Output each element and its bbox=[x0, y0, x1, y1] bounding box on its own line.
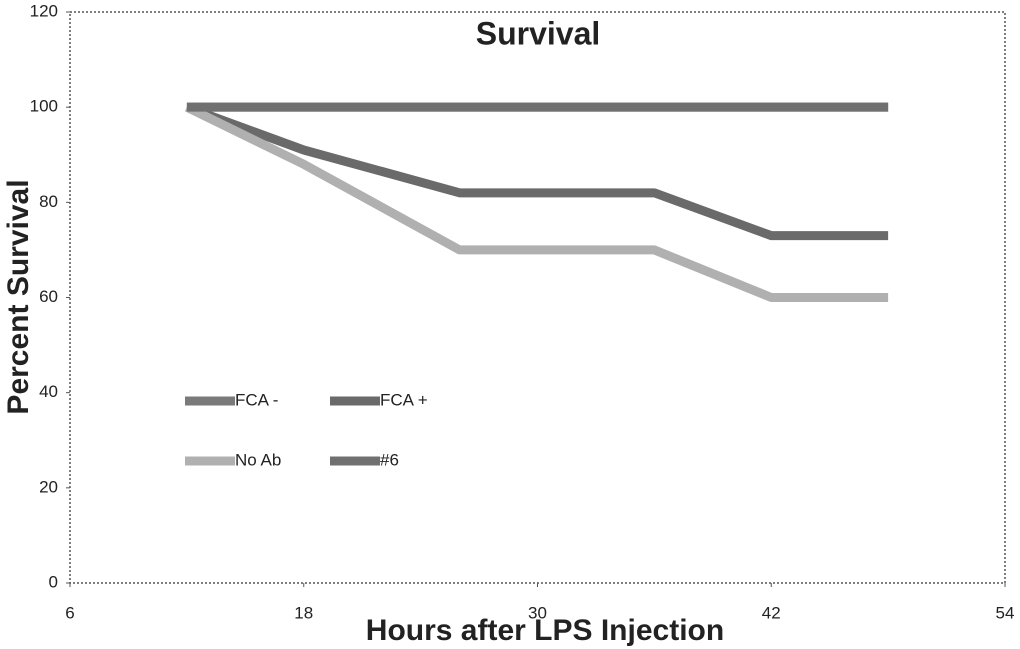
y-tick-label: 120 bbox=[30, 1, 58, 20]
y-tick-label: 0 bbox=[49, 572, 58, 591]
x-tick-label: 54 bbox=[996, 603, 1015, 622]
x-axis-label: Hours after LPS Injection bbox=[366, 614, 724, 647]
chart-title: Survival bbox=[476, 15, 601, 51]
series-line bbox=[184, 103, 889, 302]
legend-label: No Ab bbox=[235, 450, 281, 469]
y-tick-label: 20 bbox=[39, 477, 58, 496]
legend-label: #6 bbox=[380, 450, 399, 469]
legend-label: FCA - bbox=[235, 390, 278, 409]
x-tick-label: 42 bbox=[762, 603, 781, 622]
x-tick-label: 18 bbox=[294, 603, 313, 622]
y-tick-label: 80 bbox=[39, 192, 58, 211]
y-tick-label: 100 bbox=[30, 97, 58, 116]
series-line bbox=[185, 102, 889, 241]
y-axis-label: Percent Survival bbox=[2, 179, 35, 414]
x-tick-label: 6 bbox=[65, 603, 74, 622]
x-tick-label: 30 bbox=[528, 603, 547, 622]
y-tick-label: 60 bbox=[39, 287, 58, 306]
legend-label: FCA + bbox=[380, 390, 428, 409]
y-tick-label: 40 bbox=[39, 382, 58, 401]
